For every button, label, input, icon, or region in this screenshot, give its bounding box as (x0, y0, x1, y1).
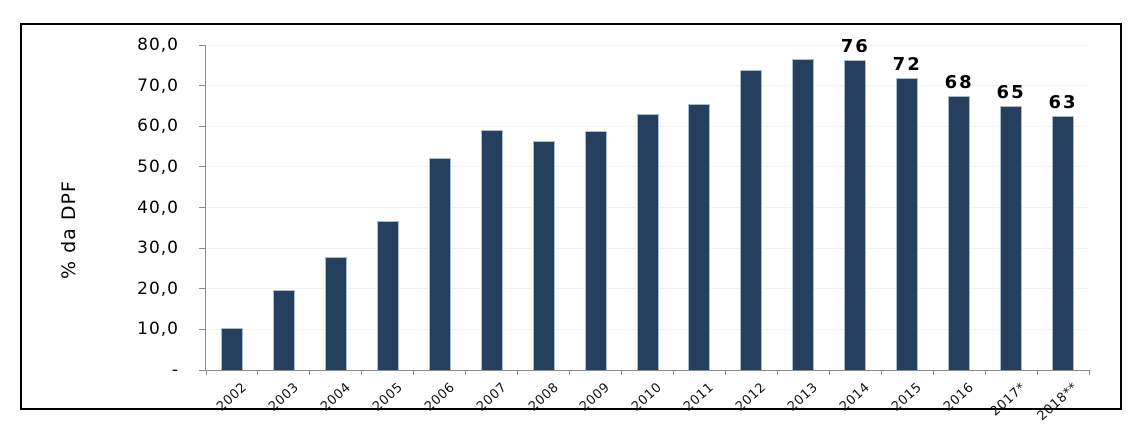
x-axis-tick (205, 370, 207, 375)
y-axis-labels: 80,0 70,0 60,0 50,0 40,0 30,0 20,0 10,0 - (22, 36, 179, 379)
y-axis-tick (199, 288, 206, 290)
bar (376, 221, 399, 370)
y-axis-tick (199, 125, 206, 127)
x-axis-tick (465, 370, 467, 375)
x-axis-tick (621, 370, 623, 375)
bar-value-label: 63 (1048, 92, 1078, 114)
y-axis-tick (199, 85, 206, 87)
bar (584, 131, 607, 370)
x-axis-tick (672, 370, 674, 375)
x-tick-label: 2009 (577, 380, 614, 415)
bar (272, 289, 295, 370)
x-axis-tick (1088, 370, 1090, 375)
y-axis-tick (199, 328, 206, 330)
x-tick-label: 2006 (421, 380, 458, 415)
x-axis-tick (932, 370, 934, 375)
bar (688, 104, 711, 370)
bar-value-label: 65 (996, 81, 1026, 103)
bar (1052, 116, 1075, 370)
x-tick-label: 2002 (213, 380, 251, 415)
bar-value-label: 76 (840, 36, 870, 58)
x-axis-tick (984, 370, 986, 375)
y-tick-label: 80,0 (137, 35, 179, 55)
x-tick-label: 2013 (785, 380, 822, 415)
bar (1000, 105, 1023, 370)
bar (844, 60, 867, 370)
y-tick-label: - (171, 360, 179, 380)
gridline (206, 44, 1089, 46)
y-axis-tick (199, 44, 206, 46)
x-tick-label: 2008 (525, 380, 562, 415)
x-tick-label: 2005 (369, 380, 406, 415)
bar (792, 59, 815, 370)
x-axis-tick (776, 370, 778, 375)
y-axis-tick (199, 369, 206, 371)
bar (428, 157, 451, 370)
bar-value-label: 68 (944, 71, 974, 93)
bar (740, 69, 763, 370)
x-axis-tick (413, 370, 415, 375)
x-tick-label: 2016 (941, 380, 978, 415)
x-axis-tick (1036, 370, 1038, 375)
y-tick-label: 40,0 (137, 197, 179, 218)
y-axis-tick (199, 166, 206, 168)
bar (220, 328, 243, 370)
y-tick-label: 50,0 (137, 156, 179, 177)
x-tick-label: 2014 (837, 380, 874, 415)
y-tick-label: 10,0 (137, 319, 179, 340)
x-axis-tick (569, 370, 571, 375)
y-axis-tick (199, 207, 206, 208)
bar (948, 95, 971, 370)
y-tick-label: 70,0 (137, 75, 179, 96)
gridline (206, 85, 1089, 87)
chart-frame: % da DPF 80,0 70,0 60,0 50,0 40,0 30,0 20,0 10,… (20, 23, 1122, 424)
y-axis-tick (199, 247, 206, 249)
x-tick-label: 2017* (987, 380, 1030, 420)
x-tick-label: 2015 (889, 380, 926, 415)
bar-value-label: 72 (892, 53, 922, 75)
plot-area: 2002 2003 2004 2005 2006 2007 2008 2009 2010 2011… (199, 36, 1090, 424)
x-axis-tick (257, 370, 259, 375)
x-axis-tick (361, 370, 363, 375)
bar (636, 113, 659, 370)
bar (480, 129, 503, 370)
x-axis-tick (517, 370, 519, 375)
bar (324, 257, 347, 370)
y-tick-label: 20,0 (137, 278, 179, 299)
x-tick-label: 2011 (681, 380, 718, 415)
x-axis-tick (880, 370, 882, 375)
bar (896, 77, 919, 370)
x-tick-label: 2010 (629, 380, 666, 415)
x-tick-label: 2003 (265, 380, 302, 415)
bar (532, 140, 555, 370)
x-tick-label: 2018** (1034, 380, 1082, 424)
x-tick-label: 2004 (317, 380, 354, 415)
y-tick-label: 30,0 (137, 238, 179, 259)
x-axis-tick (309, 370, 311, 375)
x-tick-label: 2012 (733, 380, 770, 415)
x-axis-tick (828, 370, 830, 375)
y-tick-label: 60,0 (137, 116, 179, 137)
x-axis-tick (724, 370, 726, 375)
x-tick-label: 2007 (473, 380, 510, 415)
